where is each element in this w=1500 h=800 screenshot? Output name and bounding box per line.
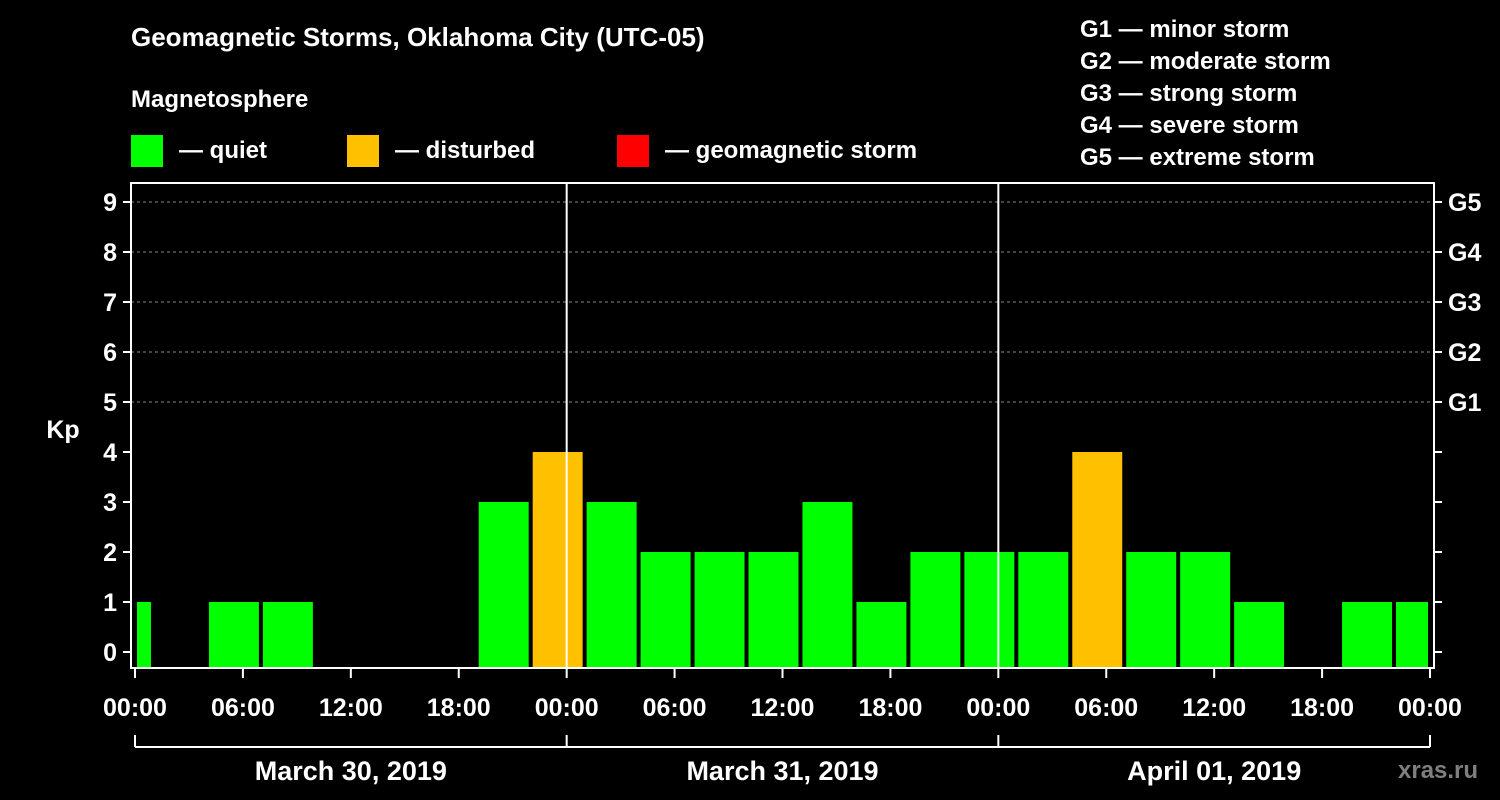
x-tick-label: 00:00 — [966, 694, 1030, 722]
x-tick-label: 00:00 — [1398, 694, 1462, 722]
legend-item-disturbed: — disturbed — [347, 134, 535, 168]
kp-bar — [1072, 452, 1123, 668]
kp-bar — [137, 602, 151, 668]
legend-item-quiet: — quiet — [131, 134, 267, 168]
x-tick-label: 12:00 — [1182, 694, 1246, 722]
kp-bar — [1396, 602, 1428, 668]
g-level-label: G3 — [1448, 289, 1481, 317]
kp-bar — [748, 552, 799, 668]
y-tick-label: 9 — [103, 189, 117, 217]
y-tick-label: 1 — [103, 589, 117, 617]
x-tick-label: 06:00 — [211, 694, 275, 722]
x-tick-label: 12:00 — [751, 694, 815, 722]
g-level-label: G2 — [1448, 339, 1481, 367]
kp-bar — [532, 452, 583, 668]
x-tick-label: 18:00 — [427, 694, 491, 722]
kp-bar — [1342, 602, 1393, 668]
kp-bar — [694, 552, 745, 668]
kp-bar — [802, 502, 853, 668]
storm-scale-g4: G4 — severe storm — [1080, 112, 1299, 139]
kp-bar — [910, 552, 961, 668]
legend-label-storm: — geomagnetic storm — [665, 137, 918, 164]
x-tick-label: 00:00 — [103, 694, 167, 722]
storm-scale-g1: G1 — minor storm — [1080, 16, 1290, 43]
day-label: March 30, 2019 — [255, 756, 447, 786]
x-tick-label: 18:00 — [858, 694, 922, 722]
legend-label-disturbed: — disturbed — [395, 137, 536, 164]
credit-text: xras.ru — [1398, 757, 1479, 784]
storm-scale-g3: G3 — strong storm — [1080, 80, 1298, 107]
chart-title: Geomagnetic Storms, Oklahoma City (UTC-0… — [131, 22, 705, 52]
x-tick-label: 00:00 — [535, 694, 599, 722]
quiet-swatch — [131, 135, 163, 167]
g-level-label: G5 — [1448, 189, 1481, 217]
storm-scale-g5: G5 — extreme storm — [1080, 144, 1315, 171]
g-level-label: G1 — [1448, 389, 1481, 417]
y-axis-label: Kp — [46, 416, 79, 444]
legend-label-quiet: — quiet — [179, 137, 267, 164]
disturbed-swatch — [347, 135, 379, 167]
kp-bar — [1018, 552, 1069, 668]
kp-bar — [1126, 552, 1177, 668]
kp-bar — [1180, 552, 1231, 668]
y-tick-label: 7 — [103, 289, 117, 317]
storm-scale-legend: G1 — minor storm G2 — moderate storm G3 … — [1080, 14, 1331, 174]
kp-bar — [1234, 602, 1285, 668]
legend-item-storm: — geomagnetic storm — [617, 134, 917, 168]
y-tick-label: 5 — [103, 389, 117, 417]
x-tick-label: 12:00 — [319, 694, 383, 722]
kp-bar — [640, 552, 691, 668]
kp-bar — [964, 552, 1015, 668]
kp-bar — [586, 502, 637, 668]
storm-swatch — [617, 135, 649, 167]
day-label: April 01, 2019 — [1127, 756, 1301, 786]
day-label: March 31, 2019 — [686, 756, 878, 786]
x-tick-label: 06:00 — [1074, 694, 1138, 722]
x-tick-label: 06:00 — [643, 694, 707, 722]
g-level-label: G4 — [1448, 239, 1481, 267]
storm-scale-g2: G2 — moderate storm — [1080, 48, 1331, 75]
kp-bar — [856, 602, 907, 668]
kp-bar — [262, 602, 313, 668]
y-tick-label: 8 — [103, 239, 117, 267]
kp-bar — [478, 502, 529, 668]
kp-bar — [208, 602, 259, 668]
y-tick-label: 3 — [103, 489, 117, 517]
x-tick-label: 18:00 — [1290, 694, 1354, 722]
chart-subtitle: Magnetosphere — [131, 86, 309, 113]
y-tick-label: 4 — [103, 439, 117, 467]
y-tick-label: 0 — [103, 639, 117, 667]
y-tick-label: 2 — [103, 539, 117, 567]
y-tick-label: 6 — [103, 339, 117, 367]
